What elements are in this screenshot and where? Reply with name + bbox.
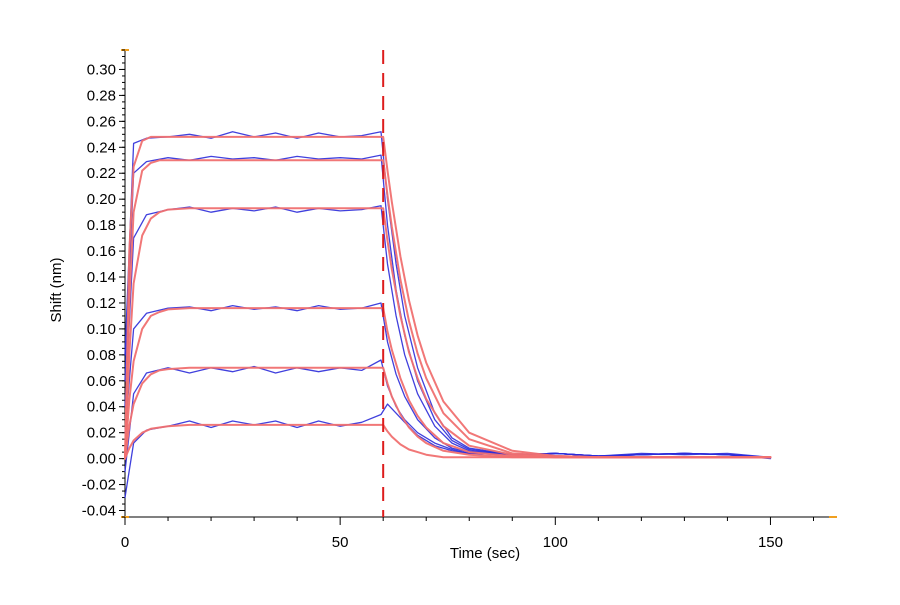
y-tick-label: 0.02 [87, 425, 116, 442]
y-axis-label: Shift (nm) [48, 257, 65, 322]
y-tick-label: 0.26 [87, 113, 116, 130]
plot-series [124, 131, 772, 499]
fit-curve-line [124, 159, 772, 460]
x-tick-label: 0 [121, 534, 129, 551]
y-tick-label: 0.04 [87, 399, 116, 416]
x-axis-label: Time (sec) [450, 545, 520, 562]
x-tick-label: 50 [332, 534, 349, 551]
y-tick-label: 0.18 [87, 217, 116, 234]
y-tick-label: 0.06 [87, 373, 116, 390]
y-tick-label: 0.30 [87, 61, 116, 78]
y-tick-label: 0.08 [87, 347, 116, 364]
x-tick-label: 150 [758, 534, 783, 551]
y-tick-label: 0.14 [87, 269, 116, 286]
y-tick-label: 0.22 [87, 165, 116, 182]
y-tick-label: 0.00 [87, 451, 116, 468]
axes: -0.04 -0.02 0.00 0.02 0.04 0.06 0.08 0.10 0.12 0.… [82, 49, 837, 551]
y-tick-label: 0.10 [87, 321, 116, 338]
y-tick-label: 0.24 [87, 139, 116, 156]
raw-trace-line [124, 154, 772, 458]
fit-curve-line [124, 135, 772, 460]
raw-trace-line [124, 205, 772, 458]
y-tick-label: -0.02 [82, 477, 116, 494]
x-tick-label: 100 [543, 534, 568, 551]
raw-trace-line [124, 131, 772, 458]
fit-curve-line [124, 207, 772, 460]
raw-trace-line [124, 302, 772, 458]
y-tick-label: -0.04 [82, 503, 116, 520]
y-tick-label: 0.16 [87, 243, 116, 260]
y-tick-label: 0.20 [87, 191, 116, 208]
y-tick-label: 0.28 [87, 87, 116, 104]
y-tick-label: 0.12 [87, 295, 116, 312]
